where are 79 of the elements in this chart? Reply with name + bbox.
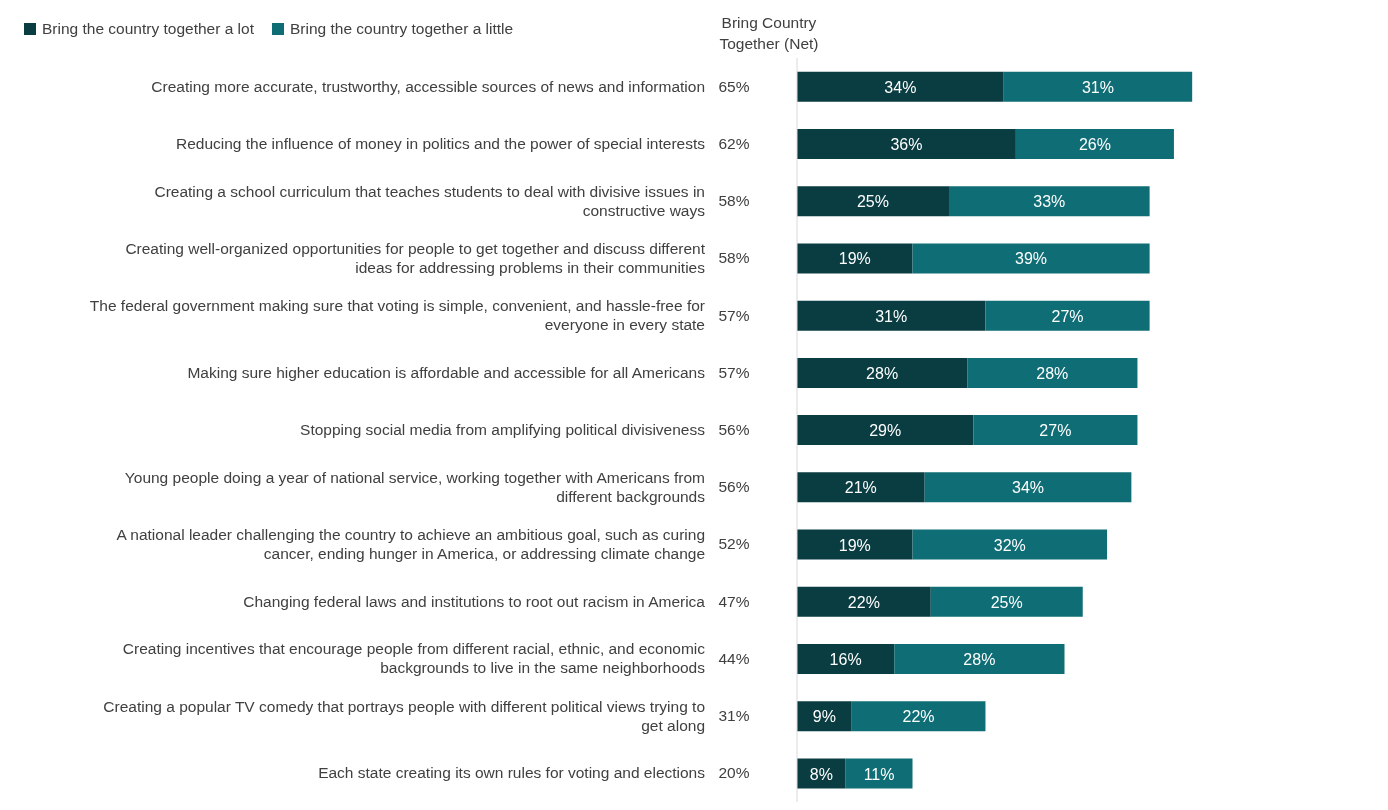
total-label: 56% [718, 478, 750, 496]
y-tick-label: Creating incentives that encourage people from different racial, ethnic, and economic backgrounds to live in the same neighborhoods [122, 640, 706, 677]
bar [948, 186, 1150, 217]
y-tick-label: Young people doing a year of national service, working together with Americans from different backgrounds [124, 468, 706, 505]
y-tick-label: Stopping social media from amplifying political divisiveness [300, 421, 706, 438]
total-label: 56% [718, 421, 750, 438]
bar [797, 415, 974, 446]
y-tick-label: Creating more accurate, trustworthy, accessible sources of news and information [151, 77, 705, 95]
bar [1003, 71, 1193, 102]
y-tick-label: The federal government making sure that voting is simple, convenient, and hassle-free for everyone in every state [89, 297, 705, 334]
data-label: 32% [993, 536, 1026, 554]
bar [930, 586, 1083, 617]
data-label: 28% [963, 651, 996, 669]
data-label: 22% [847, 593, 880, 611]
text: Bring Country Together (Net) [718, 13, 820, 54]
bar [797, 128, 1016, 159]
bar [912, 243, 1150, 274]
y-tick-label: Creating a school curriculum that teaches students to deal with divisive issues in constructive ways [154, 182, 706, 219]
data-label: 28% [1036, 364, 1069, 382]
y-tick-label: Creating well-organized opportunities for people to get together and discuss different ideas for addressing problems in their communities [125, 239, 706, 276]
bar [1015, 128, 1174, 159]
legend-label: Bring the country together a lot [41, 20, 254, 38]
data-label: 34% [1012, 479, 1045, 497]
bar [985, 300, 1150, 331]
total-label: 44% [718, 649, 750, 667]
total-label: 47% [718, 592, 750, 610]
bar [912, 529, 1108, 560]
total-label: 20% [718, 764, 750, 782]
bar [797, 243, 913, 274]
data-label: 8% [809, 765, 833, 783]
legend-label: Bring the country together a little [288, 20, 514, 38]
y-tick-label: Changing federal laws and institutions to root out racism in America [243, 592, 706, 610]
bar [967, 357, 1138, 388]
total-label: 58% [718, 192, 750, 210]
bar [973, 415, 1138, 446]
bar [797, 300, 986, 331]
y-tick-label: Creating a popular TV comedy that portrays people with different political views trying to get along [103, 697, 705, 734]
data-label: 33% [1033, 193, 1066, 211]
data-label: 11% [863, 765, 895, 783]
bar [851, 701, 986, 732]
bar [845, 758, 913, 789]
data-label: 34% [884, 78, 917, 96]
bar [797, 357, 968, 388]
data-label: 16% [829, 651, 862, 669]
bar [797, 586, 931, 617]
data-label: 25% [990, 593, 1023, 611]
data-label: 19% [838, 536, 871, 554]
bar [894, 644, 1065, 675]
data-label: 31% [875, 307, 908, 325]
y-tick-label: Making sure higher education is affordable and accessible for all Americans [187, 363, 706, 381]
bar [797, 529, 913, 560]
data-label: 27% [1051, 307, 1084, 325]
total-label: 65% [718, 77, 750, 95]
y-tick-label: A national leader challenging the country to achieve an ambitious goal, such as curing cancer, ending hunger in America, or addressing climate change [116, 525, 705, 562]
bar [797, 644, 895, 675]
data-label: 25% [856, 193, 890, 211]
data-label: 22% [902, 708, 935, 726]
y-tick-label: Each state creating its own rules for voting and elections [318, 764, 706, 782]
total-label: 62% [718, 134, 750, 152]
data-label: 36% [890, 135, 923, 153]
data-label: 27% [1039, 422, 1072, 440]
data-label: 19% [838, 250, 871, 268]
data-label: 29% [869, 422, 902, 440]
bar [797, 71, 1004, 102]
data-label: 28% [866, 364, 899, 382]
data-label: 39% [1015, 250, 1048, 268]
data-label: 21% [844, 479, 877, 497]
total-label: 57% [718, 363, 750, 381]
data-label: 9% [812, 708, 836, 726]
bar [797, 472, 925, 503]
bar [924, 472, 1132, 503]
total-label: 58% [718, 249, 750, 267]
data-label: 31% [1081, 78, 1114, 96]
total-label: 52% [718, 535, 750, 553]
data-label: 26% [1078, 135, 1111, 153]
y-tick-label: Reducing the influence of money in politics and the power of special interests [175, 134, 706, 152]
total-label: 31% [718, 707, 750, 725]
total-label: 57% [718, 306, 750, 324]
bar [797, 186, 949, 217]
